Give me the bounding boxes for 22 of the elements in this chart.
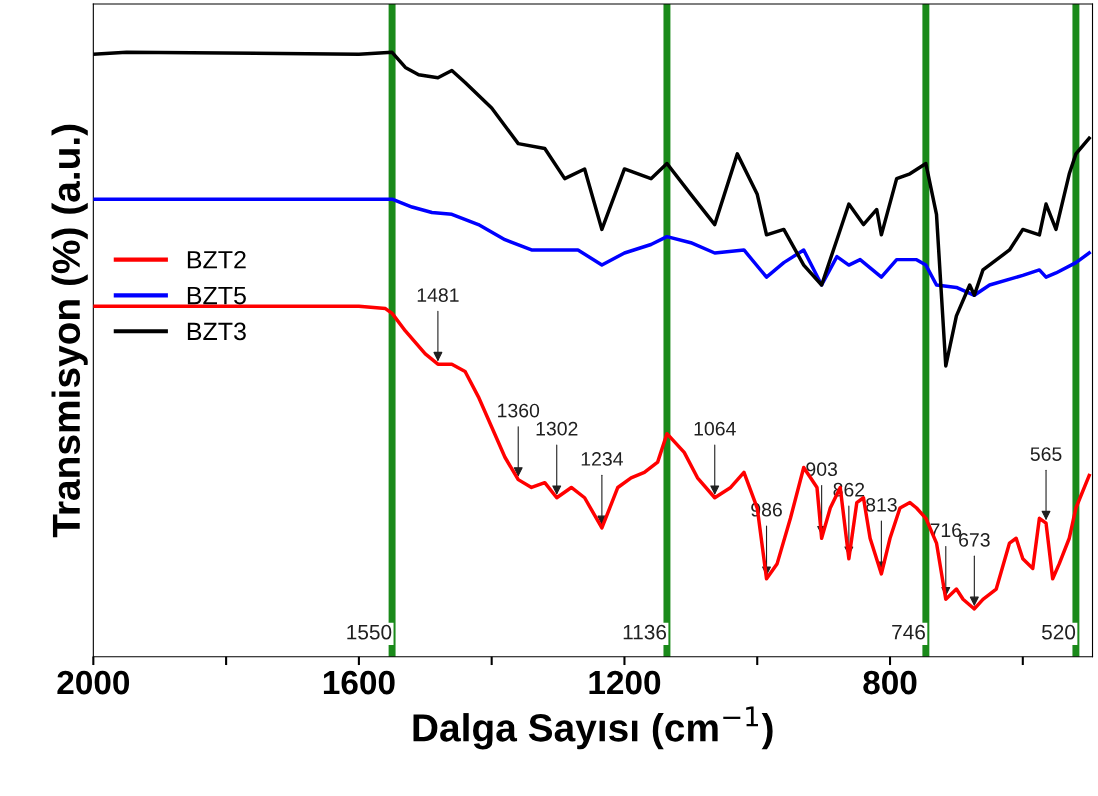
annotation: 903: [806, 462, 837, 477]
annotation: 673: [959, 533, 990, 547]
y-axis-title: Transmisyon (%) (a.u.): [51, 124, 88, 538]
ref-line-label: 746: [892, 624, 925, 640]
annotation: 813: [866, 497, 897, 512]
x-axis-title: Dalga Sayısı (cm$^{−1}$): [413, 706, 773, 750]
annotation: 1064: [694, 421, 736, 436]
legend-label: BZT5: [187, 286, 246, 305]
ref-line-label: 520: [1041, 624, 1076, 640]
annotation: 1481: [417, 288, 459, 303]
annotation: 1360: [498, 403, 540, 418]
x-tick-label: 2000: [57, 670, 130, 695]
x-tick-label: 1200: [589, 670, 661, 695]
legend-label: BZT2: [187, 250, 246, 269]
annotation: 1234: [581, 452, 623, 466]
annotation: 565: [1030, 447, 1062, 461]
ref-line-label: 1136: [623, 624, 667, 640]
x-tick-label: 1600: [323, 670, 395, 695]
x-tick-label: 800: [863, 670, 917, 695]
legend-label: BZT3: [187, 322, 246, 341]
ref-line-label: 1550: [347, 624, 392, 640]
annotation: 1302: [536, 421, 578, 436]
